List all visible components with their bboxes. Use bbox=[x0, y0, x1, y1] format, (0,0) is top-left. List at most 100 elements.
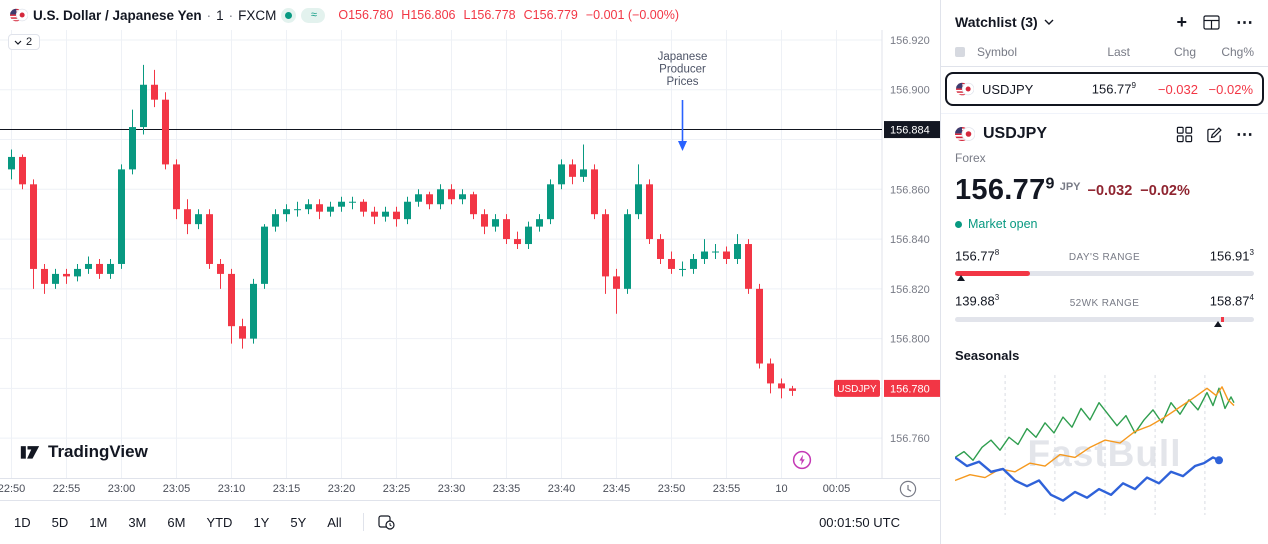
toolbar-divider bbox=[362, 513, 364, 531]
detail-menu-icon[interactable]: ⋯ bbox=[1236, 124, 1254, 144]
range-button-ytd[interactable]: YTD bbox=[206, 514, 233, 530]
watchlist-rows: USDJPY 156.779 −0.032 −0.02% bbox=[941, 67, 1268, 110]
svg-text:156.820: 156.820 bbox=[890, 284, 930, 296]
range-button-6m[interactable]: 6M bbox=[167, 514, 186, 530]
utc-clock[interactable]: 00:01:50 UTC bbox=[819, 514, 900, 530]
svg-text:156.800: 156.800 bbox=[890, 334, 930, 346]
seasonal-green bbox=[955, 387, 1235, 461]
candles bbox=[8, 64, 796, 399]
time-tick: 23:20 bbox=[327, 483, 356, 495]
svg-text:156.884: 156.884 bbox=[890, 125, 930, 137]
time-tick: 23:00 bbox=[107, 483, 136, 495]
time-tick: 23:05 bbox=[162, 483, 191, 495]
column-last[interactable]: Last bbox=[1107, 45, 1130, 59]
separator: · bbox=[206, 7, 212, 23]
price-change: −0.032 −0.02% bbox=[1087, 182, 1190, 199]
edit-note-icon[interactable] bbox=[1206, 126, 1223, 143]
seasonals-title: Seasonals bbox=[955, 347, 1020, 363]
chart-area: U.S. Dollar / Japanese Yen · 1 · FXCM ≈ … bbox=[0, 6, 940, 543]
tradingview-logo[interactable]: TradingView bbox=[18, 442, 148, 462]
range-button-1d[interactable]: 1D bbox=[14, 514, 31, 530]
watchlist-header: Watchlist (3) + ⋯ bbox=[941, 0, 1268, 40]
row-last: 156.779 bbox=[1091, 81, 1136, 97]
time-tick: 23:45 bbox=[602, 483, 631, 495]
watchlist-grid-icon[interactable] bbox=[1203, 14, 1220, 30]
svg-text:USDJPY: USDJPY bbox=[837, 384, 877, 395]
candlestick-chart[interactable]: 156.920 156.900 156.860 156.840 156.820 156.8… bbox=[0, 30, 940, 478]
right-panel: Watchlist (3) + ⋯ Symbol Last Chg Chg% U… bbox=[940, 0, 1268, 544]
row-symbol: USDJPY bbox=[982, 81, 1034, 97]
range-button-5y[interactable]: 5Y bbox=[290, 514, 307, 530]
watchlist-columns: Symbol Last Chg Chg% bbox=[941, 40, 1268, 67]
brand-name: TradingView bbox=[48, 442, 148, 461]
usdjpy-flag-icon bbox=[10, 6, 28, 24]
watchlist-menu-icon[interactable]: ⋯ bbox=[1236, 12, 1254, 32]
time-tick: 23:25 bbox=[382, 483, 411, 495]
svg-text:Japanese: Japanese bbox=[658, 51, 708, 63]
add-symbol-icon[interactable]: + bbox=[1176, 12, 1187, 32]
wk52-range-high: 158.874 bbox=[1209, 293, 1254, 309]
range-button-3m[interactable]: 3M bbox=[128, 514, 147, 530]
seasonal-current-blue bbox=[955, 455, 1220, 502]
interval-label[interactable]: 1 bbox=[216, 7, 224, 23]
market-open-dot-icon bbox=[955, 220, 962, 228]
time-tick: 23:50 bbox=[657, 483, 686, 495]
open-value: O156.780 bbox=[338, 8, 394, 22]
range-button-all[interactable]: All bbox=[327, 514, 342, 530]
time-tick: 22:55 bbox=[52, 483, 81, 495]
range-buttons: 1D 5D 1M 3M 6M YTD 1Y 5Y All bbox=[14, 515, 363, 530]
time-tick: 00:05 bbox=[822, 483, 851, 495]
range-button-1y[interactable]: 1Y bbox=[253, 514, 270, 530]
column-symbol[interactable]: Symbol bbox=[977, 45, 1018, 59]
range-button-1m[interactable]: 1M bbox=[89, 514, 108, 530]
change-value: −0.001 (−0.00%) bbox=[585, 8, 679, 22]
flash-order-icon[interactable] bbox=[792, 450, 812, 475]
seasonals-svg bbox=[955, 374, 1235, 515]
time-tick: 10 bbox=[775, 483, 788, 495]
timezone-clock-icon[interactable] bbox=[899, 480, 917, 503]
time-tick: 23:30 bbox=[437, 483, 466, 495]
custom-range-icon[interactable] bbox=[378, 514, 395, 530]
watchlist-row-usdjpy[interactable]: USDJPY 156.779 −0.032 −0.02% bbox=[945, 72, 1264, 106]
watchlist-title[interactable]: Watchlist (3) bbox=[955, 14, 1038, 30]
market-status: Market open bbox=[955, 217, 1254, 231]
row-chg: −0.032 bbox=[1157, 81, 1198, 97]
wk52-range-marker-icon bbox=[1214, 320, 1223, 327]
symbol-title[interactable]: U.S. Dollar / Japanese Yen bbox=[33, 7, 202, 23]
chevron-down-icon bbox=[14, 40, 22, 45]
seasonal-orange bbox=[955, 385, 1235, 481]
layout-grid-icon[interactable] bbox=[1176, 126, 1193, 143]
wk52-range-bar bbox=[955, 316, 1254, 327]
currency-label: JPY bbox=[1059, 180, 1081, 193]
chevron-down-icon[interactable] bbox=[1044, 19, 1054, 25]
flag-column-icon[interactable] bbox=[955, 47, 965, 57]
market-status-label: Market open bbox=[968, 217, 1038, 231]
days-range-block: 156.778 DAY'S RANGE 156.913 bbox=[955, 248, 1254, 282]
time-tick: 23:10 bbox=[217, 483, 246, 495]
close-value: C156.779 bbox=[523, 8, 578, 22]
column-chg-pct[interactable]: Chg% bbox=[1221, 45, 1254, 59]
row-chg-pct: −0.02% bbox=[1208, 81, 1253, 97]
indicators-collapse-badge[interactable]: 2 bbox=[8, 34, 41, 50]
bottom-toolbar: 1D 5D 1M 3M 6M YTD 1Y 5Y All 00:01:50 UTC bbox=[0, 500, 940, 543]
market-status-icon[interactable] bbox=[281, 7, 297, 23]
column-chg[interactable]: Chg bbox=[1173, 45, 1196, 59]
ohlc-values: O156.780 H156.806 L156.778 C156.779 −0.0… bbox=[338, 8, 679, 22]
days-range-marker-icon bbox=[956, 275, 965, 282]
seasonals-chart: FastBull bbox=[955, 371, 1254, 515]
range-button-5d[interactable]: 5D bbox=[51, 514, 69, 530]
exchange-label[interactable]: FXCM bbox=[238, 7, 277, 23]
svg-text:156.860: 156.860 bbox=[890, 184, 930, 196]
svg-text:Producer: Producer bbox=[659, 64, 706, 76]
badge-count: 2 bbox=[26, 36, 33, 48]
svg-text:156.780: 156.780 bbox=[890, 383, 930, 395]
time-tick: 23:55 bbox=[712, 483, 741, 495]
seasonal-end-dot bbox=[1215, 455, 1223, 464]
time-axis[interactable]: 22:50 22:55 23:00 23:05 23:10 23:15 23:20 23:25… bbox=[0, 478, 940, 500]
data-feed-icon[interactable]: ≈ bbox=[301, 7, 326, 23]
price-row: 156.779 JPY −0.032 −0.02% bbox=[955, 174, 1254, 207]
symbol-detail-header: USDJPY ⋯ bbox=[955, 124, 1254, 144]
market-type-label: Forex bbox=[955, 151, 986, 165]
last-price: 156.779 bbox=[955, 174, 1055, 206]
